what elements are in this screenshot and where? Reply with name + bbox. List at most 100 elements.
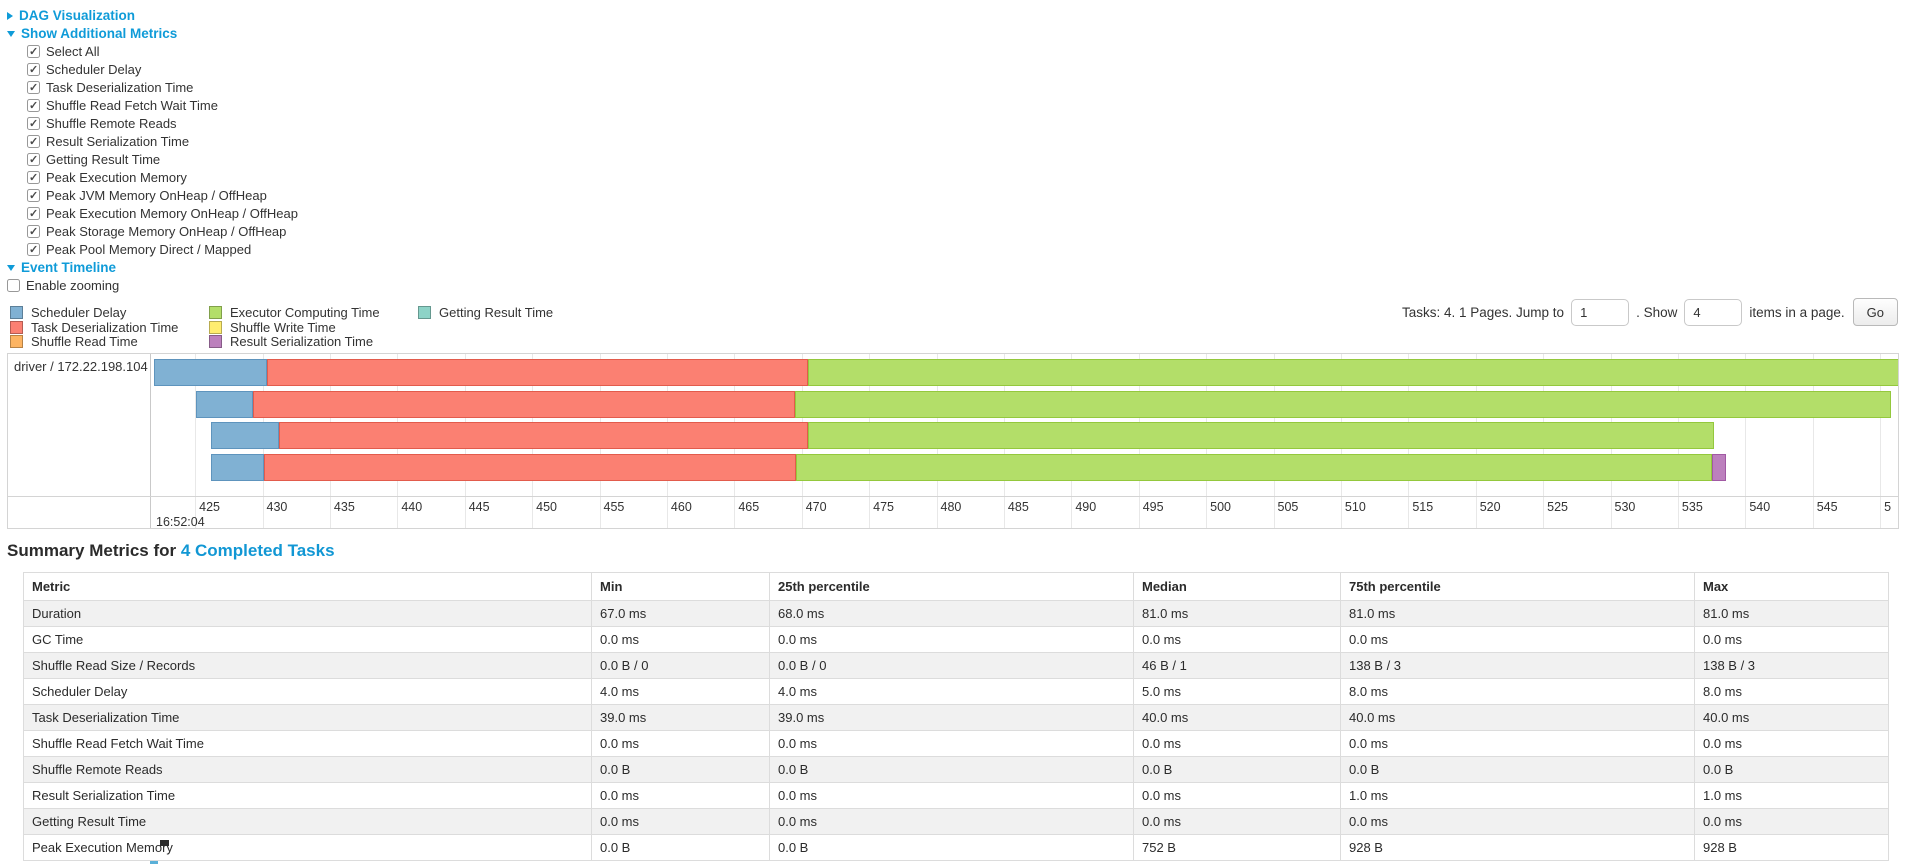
metric-checkbox[interactable] <box>27 169 40 187</box>
table-cell: 40.0 ms <box>1694 704 1889 731</box>
table-cell: 928 B <box>1694 834 1889 861</box>
table-cell: 8.0 ms <box>1340 678 1695 705</box>
axis-tick-label: 465 <box>738 500 760 514</box>
metric-checkbox-row: Task Deserialization Time <box>7 79 298 97</box>
table-cell: 5.0 ms <box>1133 678 1341 705</box>
metric-checkbox-row: Scheduler Delay <box>7 61 298 79</box>
table-cell: 0.0 B / 0 <box>769 652 1134 679</box>
table-cell: 138 B / 3 <box>1694 652 1889 679</box>
table-cell: Result Serialization Time <box>23 782 592 809</box>
metric-checkbox[interactable] <box>27 151 40 169</box>
task-bar-segment-scheduler-delay[interactable] <box>154 359 267 386</box>
show-additional-metrics-toggle[interactable]: Show Additional Metrics <box>7 25 298 43</box>
collapsed-arrow-icon <box>7 11 13 20</box>
dag-visualization-link[interactable]: DAG Visualization <box>19 8 136 23</box>
metric-checkbox-row: Shuffle Read Fetch Wait Time <box>7 97 298 115</box>
enable-zooming-checkbox[interactable] <box>7 279 20 292</box>
legend-label: Getting Result Time <box>439 305 554 320</box>
items-per-page-input[interactable] <box>1684 298 1743 326</box>
table-row: Scheduler Delay 4.0 ms 4.0 ms 5.0 ms 8.0 ms 8… <box>23 678 1889 705</box>
metric-checkbox[interactable] <box>27 115 40 133</box>
metric-checkbox[interactable] <box>27 133 40 151</box>
table-cell: 0.0 ms <box>591 730 770 757</box>
table-cell: 0.0 ms <box>591 782 770 809</box>
table-cell: 0.0 ms <box>1133 782 1341 809</box>
table-cell: 0.0 B <box>591 834 770 861</box>
metric-checkbox[interactable] <box>27 43 40 61</box>
axis-tick-label: 430 <box>266 500 288 514</box>
legend-swatch-scheduler-delay <box>10 306 23 319</box>
legend-item: Scheduler Delay <box>10 305 195 321</box>
legend-swatch-executor-computing <box>209 306 222 319</box>
event-timeline-link[interactable]: Event Timeline <box>21 260 117 275</box>
metric-checkbox-label: Peak JVM Memory OnHeap / OffHeap <box>46 188 267 203</box>
table-cell: 0.0 ms <box>1133 626 1341 653</box>
expanded-arrow-icon <box>7 264 15 271</box>
task-bar-segment-scheduler-delay[interactable] <box>211 454 264 481</box>
metric-checkbox-row: Shuffle Remote Reads <box>7 115 298 133</box>
task-bar-segment-task-deserialization[interactable] <box>266 359 809 386</box>
task-bar-segment-task-deserialization[interactable] <box>278 422 809 449</box>
legend-label: Shuffle Write Time <box>230 319 336 335</box>
table-cell: 138 B / 3 <box>1340 652 1695 679</box>
timeline-gridline <box>195 354 197 528</box>
dag-visualization-toggle[interactable]: DAG Visualization <box>7 7 298 25</box>
axis-tick-label: 535 <box>1681 500 1703 514</box>
show-additional-metrics-link[interactable]: Show Additional Metrics <box>21 26 178 41</box>
table-row: Duration 67.0 ms 68.0 ms 81.0 ms 81.0 ms 81.0… <box>23 600 1889 627</box>
executor-row-label: driver / 172.22.198.104 <box>14 359 148 374</box>
enable-zooming-row: Enable zooming <box>7 277 298 295</box>
completed-tasks-link[interactable]: 4 Completed Tasks <box>180 541 335 560</box>
axis-tick-label: 435 <box>333 500 355 514</box>
task-bar-segment-scheduler-delay[interactable] <box>211 422 279 449</box>
table-cell: 67.0 ms <box>591 600 770 627</box>
metric-checkbox[interactable] <box>27 223 40 241</box>
legend-label: Shuffle Read Time <box>31 334 138 350</box>
table-cell: 0.0 ms <box>769 808 1134 835</box>
legend-label: Executor Computing Time <box>230 305 380 320</box>
stage-page-sections: DAG Visualization Show Additional Metric… <box>7 7 298 295</box>
metric-checkbox[interactable] <box>27 79 40 97</box>
metric-checkbox[interactable] <box>27 241 40 259</box>
timeline-axis: 425 430 435 440 445 450 455 460 465 470 475 480 485 4… <box>8 496 1898 528</box>
table-cell: 0.0 ms <box>591 808 770 835</box>
task-bar-segment-executor-computing[interactable] <box>796 454 1712 481</box>
table-cell: 752 B <box>1133 834 1341 861</box>
task-bar-segment-executor-computing[interactable] <box>808 422 1715 449</box>
task-bar-segment-task-deserialization[interactable] <box>263 454 797 481</box>
metric-checkbox-label: Result Serialization Time <box>46 134 190 149</box>
legend-swatch-result-serialization <box>209 335 222 349</box>
axis-tick-label: 525 <box>1547 500 1568 514</box>
task-bar-segment-task-deserialization[interactable] <box>253 391 795 418</box>
task-bar-segment-executor-computing[interactable] <box>808 359 1898 386</box>
legend-column: Executor Computing Time Shuffle Write Tim… <box>209 305 404 350</box>
task-bar-segment-executor-computing[interactable] <box>794 391 1891 418</box>
table-cell: 0.0 ms <box>769 730 1134 757</box>
metric-checkbox[interactable] <box>27 97 40 115</box>
event-timeline-toggle[interactable]: Event Timeline <box>7 259 298 277</box>
legend-item: Task Deserialization Time <box>10 320 195 336</box>
metric-checkbox[interactable] <box>27 61 40 79</box>
legend-swatch-task-deserialization <box>10 320 23 334</box>
table-cell: 0.0 B <box>1694 756 1889 783</box>
jump-to-page-input[interactable] <box>1571 298 1630 326</box>
metric-checkbox[interactable] <box>27 187 40 205</box>
axis-tick-label: 530 <box>1614 500 1636 514</box>
table-row: Peak Execution Memory 0.0 B 0.0 B 752 B 928 … <box>23 834 1889 861</box>
metric-checkbox-row: Peak Storage Memory OnHeap / OffHeap <box>7 223 298 241</box>
table-cell: 0.0 B <box>591 756 770 783</box>
metric-checkbox[interactable] <box>27 205 40 223</box>
task-bar-segment-scheduler-delay[interactable] <box>196 391 254 418</box>
go-button[interactable]: Go <box>1852 298 1898 326</box>
table-cell: 0.0 B <box>769 834 1134 861</box>
table-row: Shuffle Remote Reads 0.0 B 0.0 B 0.0 B 0.0 B… <box>23 756 1889 783</box>
timeline-legend: Scheduler Delay Task Deserialization Time… <box>10 305 567 350</box>
task-bar-segment-result-serialization[interactable] <box>1711 454 1727 481</box>
table-cell: 1.0 ms <box>1340 782 1695 809</box>
table-cell: Peak Execution Memory <box>23 834 592 861</box>
axis-tick-label: 480 <box>940 500 962 514</box>
table-row: Shuffle Read Fetch Wait Time 0.0 ms 0.0 ms… <box>23 730 1889 757</box>
table-cell: 0.0 ms <box>1694 808 1889 835</box>
table-cell: 0.0 B / 0 <box>591 652 770 679</box>
table-cell: 68.0 ms <box>769 600 1134 627</box>
